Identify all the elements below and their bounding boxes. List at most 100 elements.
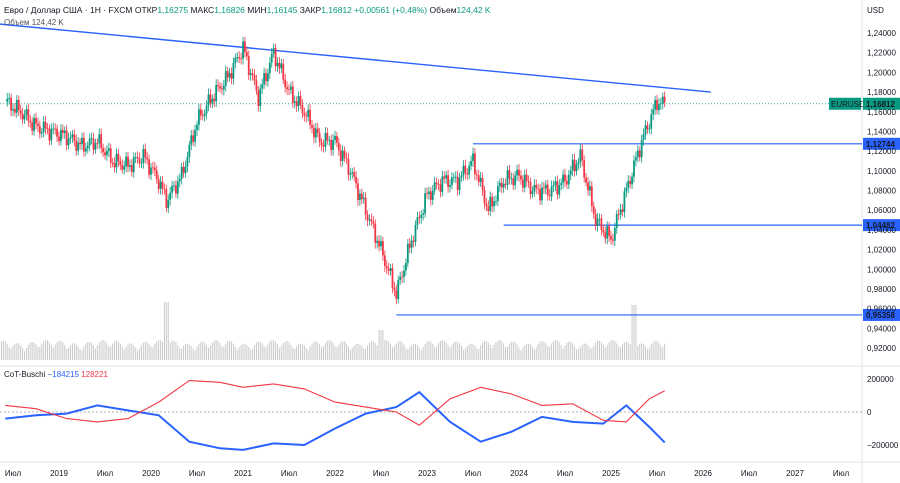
candle-body (343, 150, 346, 158)
candle-body (311, 125, 313, 128)
candle-body (98, 134, 101, 144)
candle-body (19, 110, 22, 114)
candle-body (619, 209, 622, 215)
candle-body (477, 175, 480, 182)
horizontal-levels[interactable]: 1,12744 1,04482 0,95358 EURUSD 1,16812 (0, 97, 900, 321)
candle-body (153, 167, 156, 171)
candle-body (481, 177, 484, 190)
candle-body (40, 132, 43, 134)
candle-body (253, 74, 256, 81)
candle-body (376, 240, 379, 243)
candle-body (360, 193, 363, 200)
price-tick-label: 1,12000 (867, 147, 896, 156)
candle-body (650, 114, 653, 129)
candle-body (357, 183, 359, 200)
candle-body (33, 117, 35, 131)
candle-body (594, 214, 597, 227)
candle-body (259, 88, 262, 107)
candle-body (633, 160, 635, 177)
candle-body (175, 185, 177, 194)
price-tick-label: 0,98000 (867, 285, 896, 294)
candle-body (658, 104, 660, 110)
candle-body (608, 226, 610, 237)
instrument-tag: EURUSD (831, 100, 865, 109)
candle-body (334, 136, 336, 141)
candle-body (178, 178, 181, 182)
time-tick-label: 2026 (694, 469, 712, 478)
cot-series-red (5, 380, 665, 426)
candle-body (366, 214, 369, 221)
candle-body (495, 201, 497, 202)
candle-body (435, 182, 438, 184)
candle-body (460, 175, 463, 178)
candle-body (228, 73, 231, 78)
candle-body (132, 157, 135, 173)
axes: 1,24000 1,22000 1,20000 1,18000 1,16000 1,140… (5, 6, 899, 478)
candle-body (638, 150, 641, 158)
candle-body (242, 41, 244, 59)
last-price-box (863, 97, 900, 110)
candle-body (211, 98, 214, 104)
time-tick-label: Июл (5, 469, 22, 478)
candle-body (652, 109, 655, 115)
candle-body (165, 189, 168, 209)
candle-body (152, 167, 154, 169)
candle-body (464, 165, 467, 174)
chart-header: Евро / Доллар США · 1Н · FXCM ОТКР1,1627… (4, 5, 491, 15)
indicator-name: CoT-Buschi (4, 370, 46, 379)
candle-body (483, 189, 486, 204)
price-tick-label: 1,08000 (867, 187, 896, 196)
candle-body (498, 182, 501, 187)
candle-body (583, 160, 586, 178)
candle-body (445, 175, 448, 179)
candle-body (405, 263, 407, 271)
candle-body (506, 170, 509, 185)
candle-body (299, 96, 302, 105)
candle-body (92, 138, 95, 150)
candle-body (531, 191, 534, 195)
candle-body (520, 175, 522, 180)
candle-body (102, 148, 104, 153)
trendline[interactable] (0, 23, 711, 93)
candle-body (192, 135, 195, 142)
candle-body (23, 114, 26, 120)
candle-body (73, 134, 76, 141)
candle-body (286, 87, 288, 90)
candle-body (14, 109, 16, 113)
candle-body (309, 109, 311, 126)
time-tick-label: Июл (373, 469, 390, 478)
candle-body (397, 280, 400, 299)
candle-body (589, 186, 591, 191)
candle-body (291, 86, 294, 103)
candle-body (395, 290, 398, 299)
candle-body (8, 97, 11, 99)
candle-body (403, 270, 405, 278)
price-tick-label: 1,02000 (867, 246, 896, 255)
candle-body (602, 230, 605, 233)
candle-body (575, 164, 578, 172)
candle-body (314, 128, 317, 138)
candle-body (148, 159, 150, 175)
candle-body (167, 199, 170, 209)
time-tick-label: Июл (189, 469, 206, 478)
candle-body (663, 96, 666, 103)
candle-body (617, 214, 620, 215)
candle-body (71, 134, 74, 138)
candle-body (585, 177, 587, 183)
candle-body (656, 99, 658, 110)
price-tick-label: 1,14000 (867, 127, 896, 136)
candle-body (136, 157, 139, 159)
candle-body (566, 181, 568, 185)
candle-body (109, 148, 112, 163)
price-tick-label: 0,96000 (867, 305, 896, 314)
volume-label: Объем (429, 5, 457, 15)
candle-body (521, 179, 524, 188)
candle-body (96, 143, 99, 145)
candle-body (571, 159, 574, 171)
candle-body (274, 48, 277, 67)
candle-body (625, 187, 628, 192)
candle-body (46, 128, 49, 130)
price-tick-label: 1,20000 (867, 68, 896, 77)
